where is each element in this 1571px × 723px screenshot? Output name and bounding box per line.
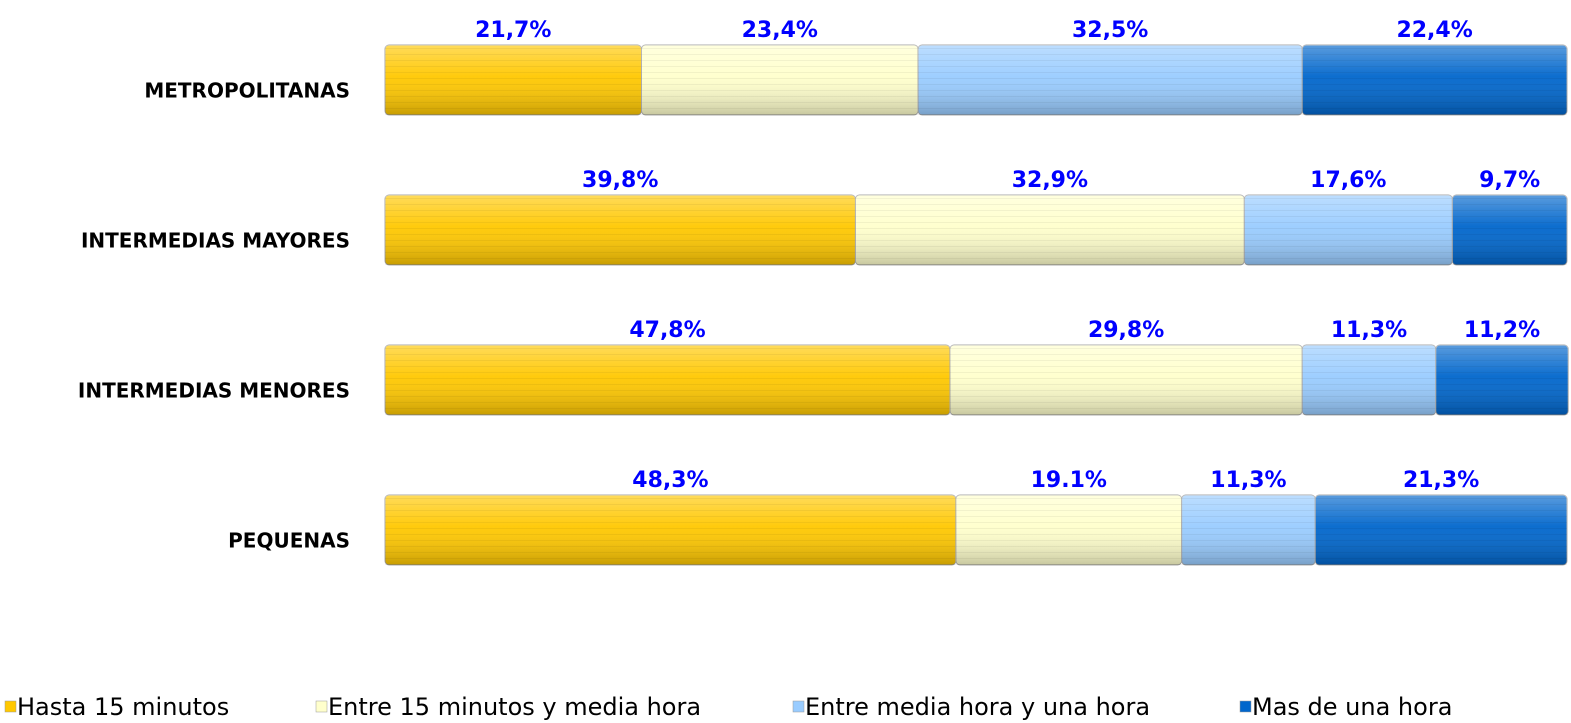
legend-swatch (1239, 700, 1252, 713)
bar-stripes (385, 195, 856, 265)
bar-stripes (949, 345, 1303, 415)
bar-stripes (1302, 45, 1567, 115)
value-label: 48,3% (632, 468, 708, 493)
bar-stripes (641, 45, 919, 115)
bar-stripes (1302, 345, 1436, 415)
bar-stripes (1244, 195, 1453, 265)
value-label: 11,2% (1464, 318, 1540, 343)
category-label: PEQUENAS (228, 529, 350, 553)
value-label: 17,6% (1310, 168, 1386, 193)
legend-swatch (315, 700, 328, 713)
value-label: 19.1% (1031, 468, 1107, 493)
bar-stripes (385, 45, 642, 115)
category-label: INTERMEDIAS MENORES (78, 379, 350, 403)
value-label: 9,7% (1479, 168, 1540, 193)
bar-stripes (1452, 195, 1567, 265)
value-label: 21,3% (1403, 468, 1479, 493)
bar-stripes (918, 45, 1303, 115)
value-label: 29,8% (1088, 318, 1164, 343)
legend-swatch (4, 700, 17, 713)
bar-stripes (385, 495, 956, 565)
category-label: INTERMEDIAS MAYORES (81, 229, 350, 253)
value-label: 32,5% (1072, 18, 1148, 43)
bar-stripes (1181, 495, 1316, 565)
bar-stripes (955, 495, 1182, 565)
value-label: 22,4% (1396, 18, 1472, 43)
bar-stripes (1435, 345, 1569, 415)
value-label: 11,3% (1331, 318, 1407, 343)
value-label: 21,7% (475, 18, 551, 43)
legend-label: Hasta 15 minutos (17, 693, 229, 721)
value-label: 23,4% (742, 18, 818, 43)
value-label: 47,8% (629, 318, 705, 343)
value-label: 11,3% (1210, 468, 1286, 493)
bar-stripes (1315, 495, 1567, 565)
legend-label: Entre media hora y una hora (805, 693, 1150, 721)
legend-swatch (792, 700, 805, 713)
value-label: 39,8% (582, 168, 658, 193)
bar-stripes (855, 195, 1245, 265)
category-label: METROPOLITANAS (144, 79, 350, 103)
legend-label: Mas de una hora (1252, 693, 1452, 721)
legend-label: Entre 15 minutos y media hora (328, 693, 701, 721)
value-label: 32,9% (1012, 168, 1088, 193)
bar-stripes (385, 345, 950, 415)
